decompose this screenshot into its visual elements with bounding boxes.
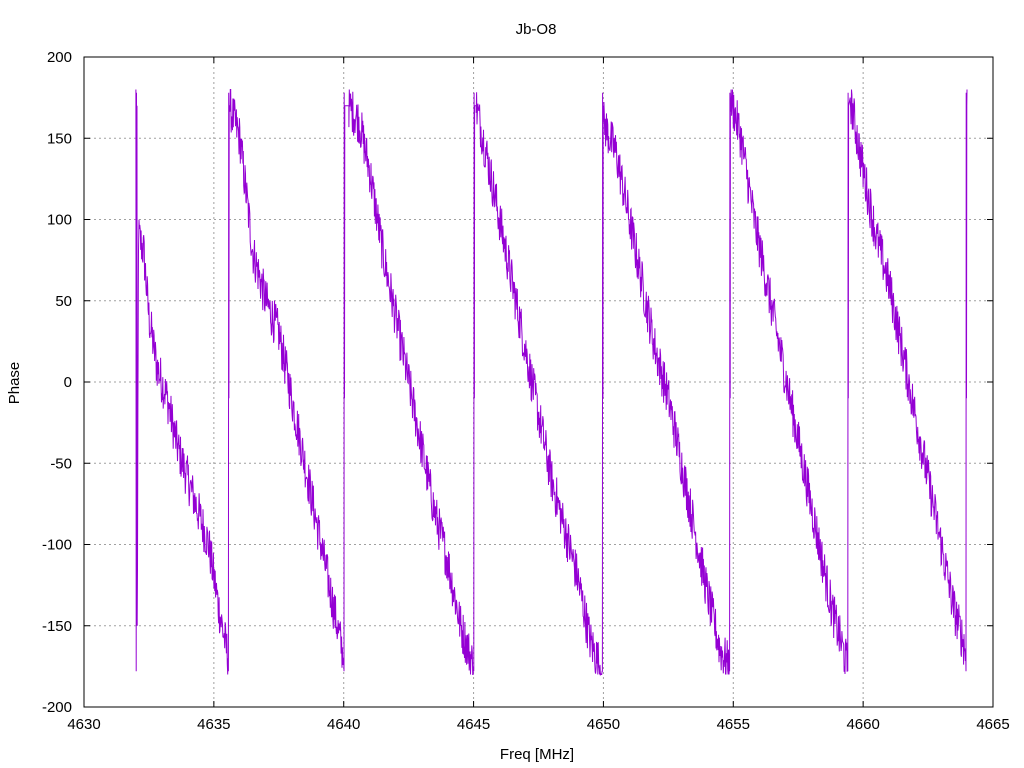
x-tick-label: 4655 <box>717 716 750 733</box>
y-tick-label: 50 <box>55 293 72 310</box>
chart-title: Jb-O8 <box>516 21 557 38</box>
y-tick-label: 0 <box>64 374 72 391</box>
series-layer <box>135 89 968 677</box>
phase-series-line <box>135 89 968 677</box>
y-tick-label: -200 <box>42 699 72 716</box>
x-axis-title: Freq [MHz] <box>500 746 574 763</box>
x-tick-label: 4650 <box>587 716 620 733</box>
y-axis-title: Phase <box>6 362 23 405</box>
x-tick-label: 4665 <box>976 716 1009 733</box>
grid <box>84 57 993 707</box>
x-tick-label: 4660 <box>846 716 879 733</box>
x-tick-label: 4630 <box>67 716 100 733</box>
x-tick-label: 4645 <box>457 716 490 733</box>
x-tick-label: 4635 <box>197 716 230 733</box>
tick-labels: 4630 4635 4640 4645 4650 4655 4660 4665 -200 -150… <box>42 49 1010 733</box>
y-tick-label: -150 <box>42 618 72 635</box>
y-tick-label: 150 <box>47 130 72 147</box>
y-tick-label: -50 <box>50 455 72 472</box>
axis-ticks <box>83 56 994 708</box>
y-tick-label: 200 <box>47 49 72 66</box>
y-tick-label: -100 <box>42 537 72 554</box>
y-tick-label: 100 <box>47 212 72 229</box>
x-tick-label: 4640 <box>327 716 360 733</box>
